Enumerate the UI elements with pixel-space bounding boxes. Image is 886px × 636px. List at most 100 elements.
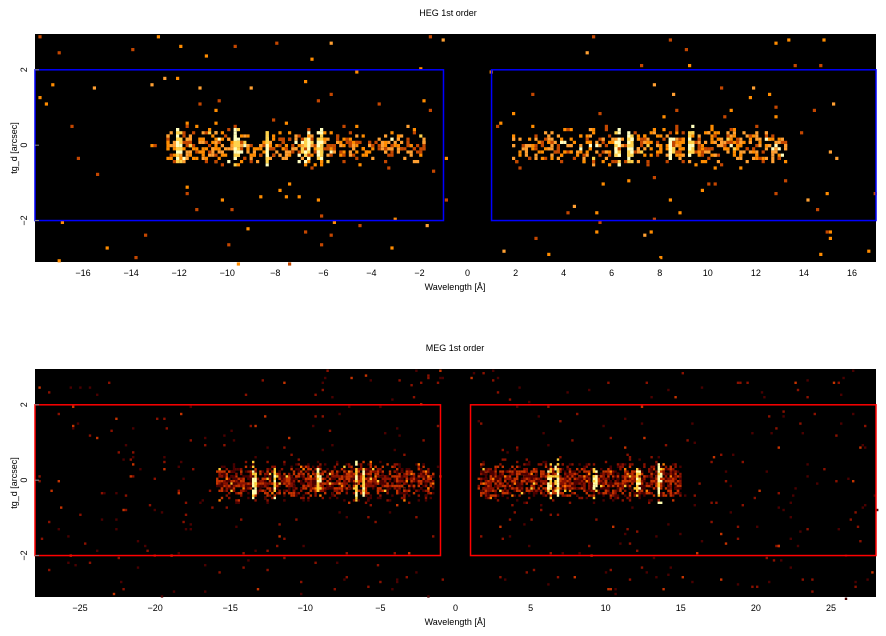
- heg-count-pixel: [662, 128, 666, 132]
- meg-count-pixel: [504, 480, 507, 483]
- meg-count-pixel: [302, 475, 305, 478]
- heg-count-pixel: [588, 140, 592, 144]
- meg-count-pixel: [252, 494, 255, 497]
- meg-count-pixel: [602, 482, 605, 485]
- meg-count-pixel: [585, 492, 588, 495]
- meg-count-pixel: [686, 439, 689, 442]
- meg-count-pixel: [427, 376, 430, 380]
- heg-count-pixel: [569, 128, 573, 132]
- meg-count-pixel: [427, 468, 430, 471]
- heg-count-pixel: [179, 137, 183, 141]
- heg-count-pixel: [185, 192, 189, 196]
- heg-y-tick-label: 0: [19, 143, 29, 148]
- meg-count-pixel: [309, 489, 312, 492]
- meg-count-pixel: [268, 480, 272, 483]
- meg-count-pixel: [405, 472, 408, 476]
- meg-count-pixel: [484, 468, 488, 471]
- meg-count-pixel: [511, 484, 514, 488]
- meg-count-pixel: [292, 489, 296, 492]
- meg-count-pixel: [302, 484, 305, 488]
- meg-count-pixel: [667, 573, 670, 576]
- meg-count-pixel: [355, 480, 358, 483]
- meg-count-pixel: [237, 501, 240, 504]
- meg-count-pixel: [376, 468, 380, 471]
- meg-count-pixel: [220, 489, 224, 492]
- heg-count-pixel: [540, 156, 544, 160]
- meg-count-pixel: [544, 487, 548, 490]
- meg-count-pixel: [422, 472, 425, 476]
- heg-count-pixel: [668, 131, 672, 135]
- meg-count-pixel: [669, 472, 672, 476]
- meg-count-pixel: [432, 475, 435, 478]
- meg-count-pixel: [223, 434, 226, 437]
- heg-count-pixel: [726, 150, 730, 154]
- meg-count-pixel: [400, 477, 404, 480]
- heg-count-pixel: [300, 140, 304, 144]
- heg-count-pixel: [819, 64, 823, 68]
- meg-count-pixel: [556, 472, 560, 476]
- meg-count-pixel: [252, 477, 255, 480]
- meg-count-pixel: [340, 487, 344, 490]
- heg-count-pixel: [233, 128, 237, 132]
- meg-count-pixel: [273, 468, 276, 471]
- meg-count-pixel: [480, 465, 483, 468]
- meg-count-pixel: [602, 492, 605, 495]
- heg-count-pixel: [316, 153, 320, 157]
- meg-count-pixel: [852, 480, 855, 483]
- heg-count-pixel: [691, 134, 695, 138]
- heg-count-pixel: [675, 144, 679, 148]
- meg-count-pixel: [523, 475, 526, 478]
- meg-count-pixel: [67, 561, 70, 564]
- meg-count-pixel: [621, 463, 624, 466]
- heg-count-pixel: [348, 144, 352, 148]
- meg-count-pixel: [321, 489, 324, 492]
- meg-count-pixel: [561, 477, 564, 480]
- meg-count-pixel: [528, 492, 531, 495]
- meg-count-pixel: [355, 496, 358, 500]
- meg-count-pixel: [367, 585, 370, 588]
- heg-count-pixel: [678, 137, 682, 141]
- meg-count-pixel: [691, 580, 694, 584]
- meg-count-pixel: [590, 494, 593, 497]
- meg-count-pixel: [256, 480, 260, 483]
- heg-count-pixel: [678, 140, 682, 144]
- meg-y-axis: −202: [19, 402, 39, 561]
- meg-count-pixel: [297, 468, 300, 471]
- meg-count-pixel: [564, 484, 567, 488]
- meg-count-pixel: [607, 492, 610, 495]
- heg-count-pixel: [185, 124, 189, 128]
- meg-count-pixel: [48, 391, 51, 394]
- meg-count-pixel: [254, 499, 257, 502]
- meg-count-pixel: [624, 484, 627, 488]
- heg-count-pixel: [694, 163, 698, 167]
- heg-count-pixel: [38, 96, 42, 100]
- heg-x-tick-label: 16: [847, 268, 857, 278]
- meg-count-pixel: [585, 463, 588, 466]
- meg-count-pixel: [652, 556, 656, 560]
- heg-count-pixel: [252, 153, 256, 157]
- meg-count-pixel: [316, 465, 320, 468]
- meg-count-pixel: [602, 484, 605, 488]
- meg-count-pixel: [412, 477, 416, 480]
- meg-count-pixel: [420, 381, 423, 384]
- meg-count-pixel: [110, 429, 113, 432]
- meg-count-pixel: [621, 475, 624, 478]
- meg-count-pixel: [266, 468, 269, 471]
- meg-count-pixel: [472, 372, 476, 375]
- meg-count-pixel: [333, 475, 336, 478]
- meg-count-pixel: [261, 470, 264, 473]
- meg-count-pixel: [362, 489, 365, 492]
- heg-count-pixel: [166, 144, 170, 148]
- meg-count-pixel: [588, 388, 591, 392]
- heg-count-pixel: [188, 144, 192, 148]
- heg-count-pixel: [716, 137, 720, 141]
- meg-count-pixel: [96, 549, 99, 552]
- heg-count-pixel: [352, 144, 356, 148]
- meg-count-pixel: [489, 484, 492, 488]
- meg-count-pixel: [350, 470, 353, 473]
- heg-count-pixel: [371, 147, 375, 151]
- heg-count-pixel: [233, 134, 237, 138]
- meg-count-pixel: [285, 482, 288, 485]
- heg-count-pixel: [550, 147, 554, 151]
- meg-count-pixel: [230, 480, 233, 483]
